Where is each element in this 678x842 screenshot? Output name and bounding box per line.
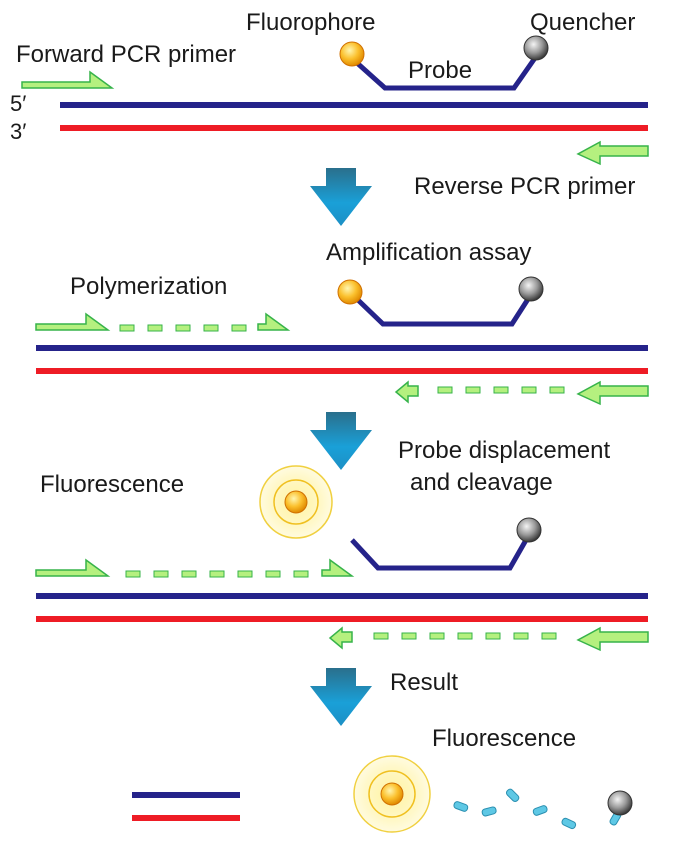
reverse-primer	[576, 140, 649, 166]
forward-primer	[35, 558, 111, 577]
forward-primer	[21, 70, 115, 89]
quencher-label: Quencher	[530, 9, 636, 36]
extension-arrowhead	[321, 558, 355, 577]
fluorophore-icon	[337, 279, 363, 305]
polymerization-dashes	[125, 570, 309, 578]
reverse-primer-end	[394, 380, 419, 404]
extension-arrowhead	[257, 312, 291, 331]
fluorescence-glow-icon	[259, 465, 333, 539]
quencher-icon	[518, 276, 544, 302]
forward-primer-label: Forward PCR primer	[16, 41, 237, 68]
cleaved-probe-line	[350, 538, 529, 571]
amplification-label: Amplification assay	[326, 239, 532, 266]
probe-line	[356, 294, 533, 327]
down-arrow-icon	[310, 668, 372, 726]
fluorophore-label: Fluorophore	[246, 9, 376, 36]
fluorescence-glow-icon	[353, 755, 431, 833]
forward-primer	[35, 312, 111, 331]
three-prime-label: 3′	[10, 119, 27, 144]
reverse-primer-label: Reverse PCR primer	[414, 173, 636, 200]
result-label: Result	[390, 669, 459, 696]
five-prime-label: 5′	[10, 91, 27, 116]
probe-line	[354, 56, 538, 91]
fluorophore-icon	[339, 41, 365, 67]
reverse-polymerization-dashes	[437, 386, 565, 394]
down-arrow-icon	[310, 412, 372, 470]
fluorescence-label: Fluorescence	[40, 471, 185, 498]
probe-label: Probe	[408, 57, 473, 84]
quencher-icon	[607, 790, 633, 816]
reverse-primer-end	[328, 626, 353, 650]
cleavage-label: and cleavage	[410, 469, 553, 496]
polymerization-label: Polymerization	[70, 273, 228, 300]
reverse-polymerization-dashes	[373, 632, 557, 640]
probe-fragments	[453, 788, 622, 830]
reverse-primer	[576, 380, 649, 406]
quencher-icon	[523, 35, 549, 61]
quencher-icon	[516, 517, 542, 543]
polymerization-dashes	[119, 324, 247, 332]
result-fluorescence-label: Fluorescence	[432, 725, 577, 752]
down-arrow-icon	[310, 168, 372, 226]
probe-displacement-label: Probe displacement	[398, 437, 611, 464]
reverse-primer	[576, 626, 649, 652]
